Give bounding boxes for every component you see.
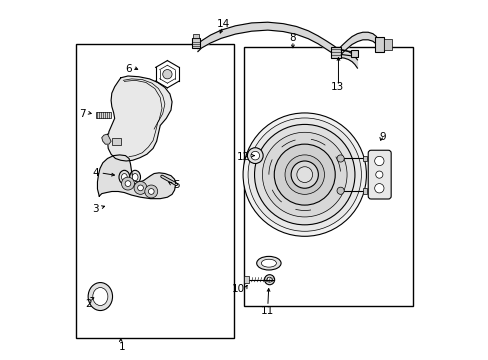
Circle shape bbox=[336, 155, 344, 162]
Circle shape bbox=[144, 185, 158, 198]
Ellipse shape bbox=[121, 174, 127, 181]
Text: 14: 14 bbox=[216, 19, 229, 29]
Circle shape bbox=[247, 148, 263, 163]
Circle shape bbox=[285, 155, 324, 194]
Bar bbox=[244, 276, 248, 283]
Circle shape bbox=[250, 151, 259, 160]
Bar bbox=[76, 44, 233, 338]
Circle shape bbox=[262, 132, 346, 217]
Circle shape bbox=[336, 187, 344, 194]
Polygon shape bbox=[107, 76, 172, 161]
Circle shape bbox=[163, 69, 172, 79]
Circle shape bbox=[264, 275, 274, 285]
Circle shape bbox=[148, 189, 154, 194]
Bar bbox=[193, 35, 199, 38]
Ellipse shape bbox=[93, 288, 108, 306]
Ellipse shape bbox=[129, 170, 140, 184]
Bar bbox=[375, 37, 384, 52]
Circle shape bbox=[134, 181, 147, 194]
Ellipse shape bbox=[119, 170, 129, 184]
Text: 10: 10 bbox=[231, 284, 244, 294]
Circle shape bbox=[296, 167, 312, 183]
Bar bbox=[112, 138, 121, 145]
Bar bbox=[244, 47, 412, 306]
Text: 1: 1 bbox=[119, 342, 125, 352]
Bar bbox=[351, 50, 357, 57]
Polygon shape bbox=[198, 22, 338, 57]
FancyBboxPatch shape bbox=[367, 150, 390, 199]
Circle shape bbox=[254, 125, 354, 225]
Bar bbox=[96, 112, 110, 118]
Bar bbox=[362, 156, 366, 161]
Text: 8: 8 bbox=[289, 33, 296, 43]
Text: 4: 4 bbox=[92, 168, 99, 178]
Circle shape bbox=[266, 277, 271, 282]
Text: 2: 2 bbox=[85, 299, 92, 309]
Text: 13: 13 bbox=[330, 82, 344, 92]
Circle shape bbox=[374, 156, 383, 166]
Bar bbox=[384, 39, 391, 50]
Ellipse shape bbox=[88, 283, 112, 311]
Circle shape bbox=[247, 118, 361, 231]
Circle shape bbox=[375, 171, 382, 178]
Circle shape bbox=[274, 144, 335, 205]
Circle shape bbox=[125, 181, 131, 186]
Circle shape bbox=[121, 177, 134, 190]
Text: 7: 7 bbox=[79, 109, 86, 119]
Ellipse shape bbox=[256, 256, 281, 270]
Polygon shape bbox=[338, 32, 376, 57]
Polygon shape bbox=[338, 49, 357, 68]
Text: 6: 6 bbox=[124, 64, 131, 74]
Ellipse shape bbox=[132, 174, 138, 181]
Bar bbox=[362, 188, 366, 194]
Circle shape bbox=[374, 184, 383, 193]
Bar bbox=[330, 46, 341, 58]
Circle shape bbox=[137, 185, 143, 191]
Polygon shape bbox=[102, 134, 111, 144]
Text: 9: 9 bbox=[379, 132, 385, 142]
Text: 12: 12 bbox=[236, 152, 249, 162]
Text: 5: 5 bbox=[172, 180, 179, 190]
Ellipse shape bbox=[261, 259, 276, 267]
Text: 3: 3 bbox=[92, 204, 99, 214]
Circle shape bbox=[290, 161, 318, 188]
Circle shape bbox=[243, 113, 366, 236]
Polygon shape bbox=[97, 155, 175, 199]
Text: 11: 11 bbox=[261, 306, 274, 316]
Bar bbox=[192, 38, 200, 48]
